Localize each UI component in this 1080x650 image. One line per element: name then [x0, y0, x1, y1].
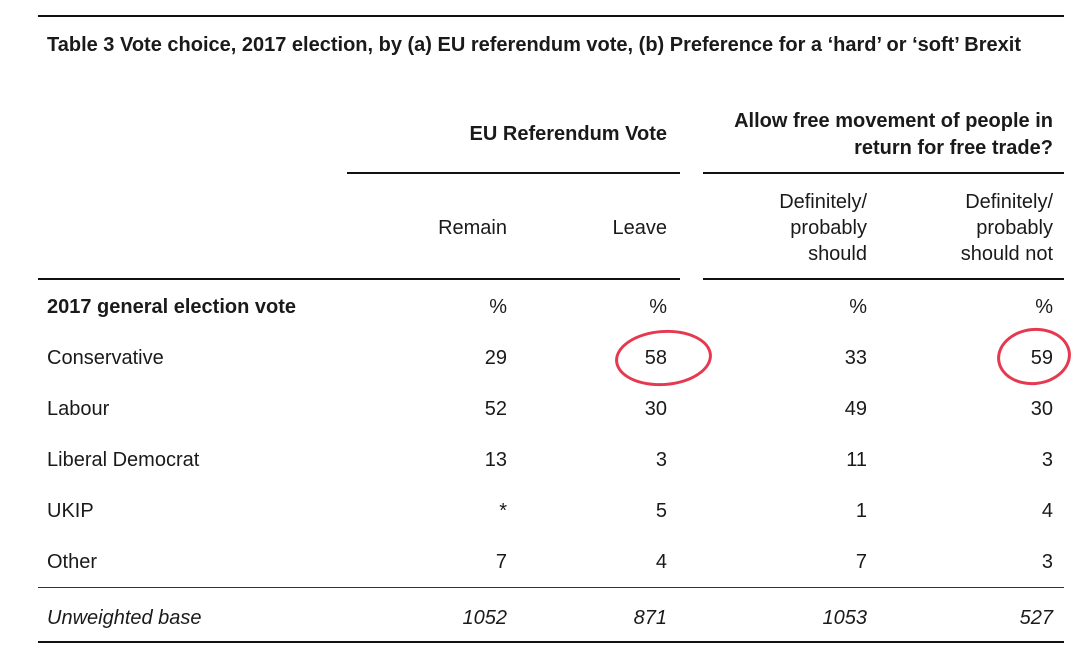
- group-header-eu-referendum: EU Referendum Vote: [469, 123, 667, 145]
- col-header-should: Definitely/ probably should: [779, 191, 867, 265]
- col-header-remain: Remain: [438, 217, 507, 239]
- percent-should: %: [849, 296, 867, 318]
- col-header-leave: Leave: [612, 217, 668, 239]
- cell-other-should-not: 3: [1041, 551, 1053, 573]
- row-label-liberal-democrat: Liberal Democrat: [47, 449, 200, 471]
- cell-base-should-not: 527: [1019, 607, 1053, 629]
- row-label-labour: Labour: [47, 398, 110, 420]
- cell-base-remain: 1052: [462, 607, 508, 629]
- row-label-ukip: UKIP: [47, 500, 94, 522]
- group-rule-eu: [347, 172, 680, 174]
- percent-leave: %: [649, 296, 667, 318]
- cell-other-leave: 4: [655, 551, 667, 573]
- cell-base-leave: 871: [633, 607, 667, 629]
- cell-conservative-remain: 29: [484, 347, 507, 369]
- row-label-unweighted-base: Unweighted base: [47, 607, 202, 629]
- group-header-free-movement: Allow free movement of people in return …: [734, 110, 1053, 159]
- cell-labour-should: 49: [844, 398, 867, 420]
- cell-labour-should-not: 30: [1030, 398, 1053, 420]
- cell-libdem-leave: 3: [655, 449, 667, 471]
- cell-base-should: 1053: [822, 607, 868, 629]
- percent-remain: %: [489, 296, 507, 318]
- cell-other-should: 7: [855, 551, 867, 573]
- cell-libdem-remain: 13: [484, 449, 507, 471]
- top-rule: [38, 15, 1064, 17]
- cell-ukip-should-not: 4: [1041, 500, 1053, 522]
- cell-labour-remain: 52: [484, 398, 507, 420]
- section-label: 2017 general election vote: [47, 296, 297, 318]
- cell-conservative-should: 33: [844, 347, 867, 369]
- cell-labour-leave: 30: [644, 398, 667, 420]
- bottom-rule: [38, 641, 1064, 643]
- cell-libdem-should-not: 3: [1041, 449, 1053, 471]
- row-label-other: Other: [47, 551, 98, 573]
- header-rule-left: [38, 278, 680, 280]
- cell-conservative-should-not: 59: [1030, 347, 1053, 369]
- cell-ukip-leave: 5: [655, 500, 667, 522]
- row-label-conservative: Conservative: [47, 347, 164, 369]
- cell-conservative-leave: 58: [644, 347, 667, 369]
- cell-ukip-should: 1: [855, 500, 867, 522]
- group-rule-free-movement: [703, 172, 1064, 174]
- percent-should-not: %: [1035, 296, 1053, 318]
- base-rule: [38, 587, 1064, 588]
- col-header-should-not: Definitely/ probably should not: [960, 191, 1053, 265]
- cell-other-remain: 7: [495, 551, 507, 573]
- table-title: Table 3 Vote choice, 2017 election, by (…: [47, 34, 1021, 56]
- cell-ukip-remain: *: [499, 500, 507, 522]
- cell-libdem-should: 11: [846, 449, 867, 471]
- header-rule-right: [703, 278, 1064, 280]
